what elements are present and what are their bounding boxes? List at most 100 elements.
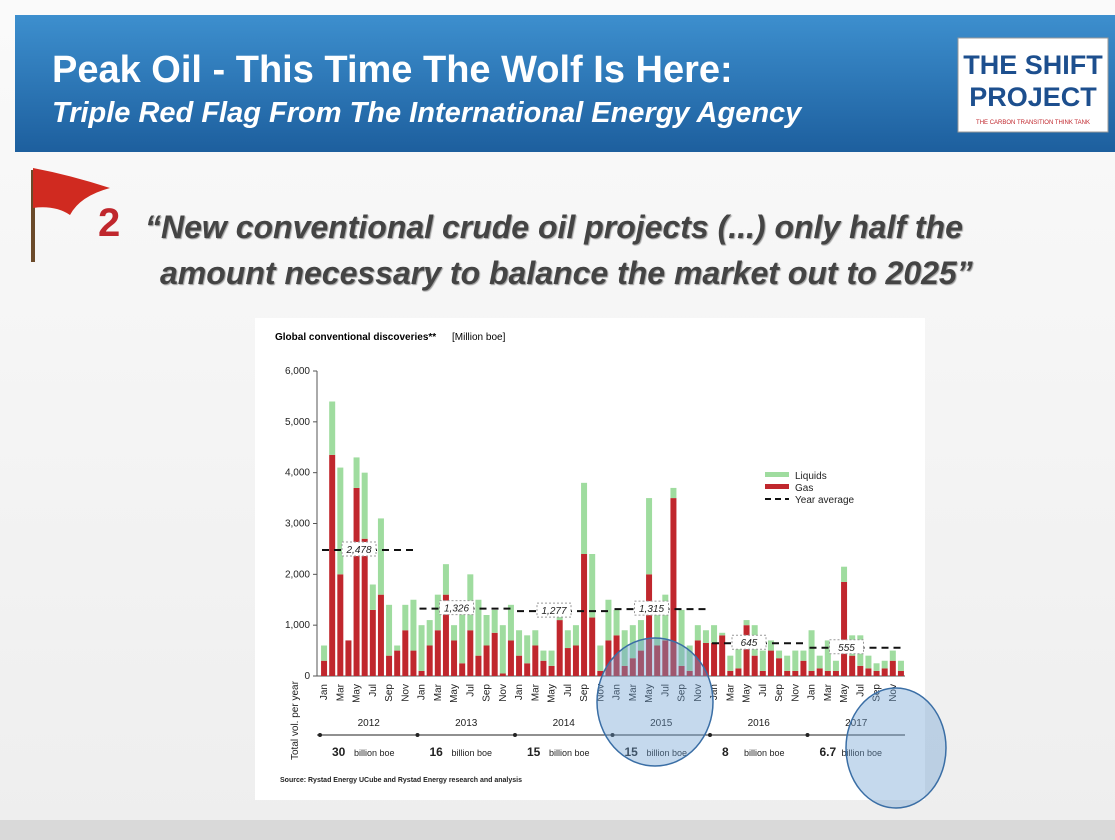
- bar-segment: [629, 625, 636, 659]
- highlight-circle: [596, 637, 714, 767]
- logo-tagline: THE CARBON TRANSITION THINK TANK: [976, 120, 1090, 126]
- bar-segment: [499, 625, 506, 674]
- x-tick-label: Nov: [693, 684, 704, 702]
- y-tick-label: 1,000: [285, 620, 310, 631]
- bar-segment: [581, 482, 588, 554]
- x-tick-label: Sep: [677, 684, 688, 702]
- bar-segment: [889, 650, 896, 661]
- annual-total: 16: [430, 745, 444, 759]
- bar-segment: [767, 640, 774, 651]
- x-tick-label: May: [547, 684, 558, 703]
- bar-segment: [442, 564, 449, 595]
- bar-segment: [897, 660, 904, 671]
- annual-total-unit: billion boe: [842, 748, 883, 758]
- annual-total-unit: billion boe: [549, 748, 590, 758]
- bar-segment: [451, 640, 458, 676]
- flag: [33, 168, 110, 215]
- chart-title: Global conventional discoveries**: [275, 332, 436, 343]
- bar-segment: [321, 660, 328, 676]
- x-tick-label: May: [839, 684, 850, 703]
- y-tick-label: 5,000: [285, 417, 310, 428]
- logo-text: THE SHIFT: [963, 50, 1103, 80]
- bar-segment: [361, 538, 368, 676]
- bar-segment: [694, 625, 701, 641]
- average-label: 1,277: [541, 606, 566, 617]
- bar-segment: [897, 670, 904, 676]
- bar-segment: [824, 640, 831, 671]
- bar-segment: [743, 625, 750, 676]
- bar-segment: [402, 630, 409, 676]
- bar-segment: [865, 655, 872, 669]
- bar-segment: [727, 655, 734, 671]
- bar-segment: [711, 625, 718, 643]
- bar-segment: [442, 594, 449, 676]
- bar-segment: [792, 650, 799, 671]
- x-tick-label: Mar: [433, 683, 444, 701]
- average-label: 555: [838, 643, 855, 654]
- bar-segment: [597, 645, 604, 671]
- x-tick-label: Jan: [807, 684, 818, 700]
- x-tick-label: May: [352, 684, 363, 703]
- bar-segment: [369, 584, 376, 610]
- bar-segment: [776, 650, 783, 659]
- year-label: 2012: [358, 718, 381, 729]
- bar-segment: [686, 670, 693, 676]
- year-label: 2016: [748, 718, 771, 729]
- bar-segment: [524, 663, 531, 676]
- y-tick-label: 3,000: [285, 519, 310, 530]
- x-tick-label: Sep: [774, 684, 785, 702]
- x-tick-label: Jan: [514, 684, 525, 700]
- bar-segment: [605, 640, 612, 676]
- bar-segment: [564, 630, 571, 649]
- annual-total-unit: billion boe: [354, 748, 395, 758]
- bar-segment: [637, 650, 644, 676]
- bar-segment: [572, 625, 579, 646]
- bar-segment: [670, 498, 677, 676]
- bar-segment: [670, 487, 677, 499]
- annual-total-unit: billion boe: [452, 748, 493, 758]
- bar-segment: [426, 620, 433, 646]
- bar-segment: [841, 581, 848, 676]
- logo: [957, 37, 1109, 133]
- bar-segment: [386, 604, 393, 656]
- x-tick-label: Jul: [758, 684, 769, 697]
- bar-segment: [532, 630, 539, 646]
- bar-segment: [792, 670, 799, 676]
- bar-segment: [386, 655, 393, 676]
- x-tick-label: Mar: [628, 683, 639, 701]
- x-tick-label: Sep: [579, 684, 590, 702]
- bar-segment: [646, 574, 653, 676]
- average-label-box: [731, 634, 767, 650]
- x-tick-label: Jul: [563, 684, 574, 697]
- bar-segment: [540, 660, 547, 676]
- bar-segment: [816, 668, 823, 676]
- bar-segment: [711, 642, 718, 676]
- bar-segment: [353, 457, 360, 488]
- bar-segment: [735, 640, 742, 669]
- bar-segment: [784, 670, 791, 676]
- bar-segment: [459, 609, 466, 664]
- bar-segment: [629, 658, 636, 676]
- bar-segment: [337, 574, 344, 676]
- bar-segment: [491, 609, 498, 633]
- x-tick-label: Jul: [660, 684, 671, 697]
- average-label-box: [536, 602, 572, 618]
- bar-segment: [735, 668, 742, 676]
- annual-total: 15: [527, 745, 541, 759]
- x-tick-label: Mar: [530, 683, 541, 701]
- bar-segment: [865, 668, 872, 676]
- bar-segment: [589, 617, 596, 676]
- year-label: 2013: [455, 718, 478, 729]
- bar-segment: [329, 401, 336, 455]
- average-label: 1,326: [444, 604, 469, 615]
- bar-segment: [524, 635, 531, 664]
- chart-unit: [Million boe]: [452, 332, 506, 343]
- average-label: 1,315: [639, 604, 664, 615]
- annual-total: 15: [625, 745, 639, 759]
- annual-total: 30: [332, 745, 346, 759]
- bar-segment: [369, 609, 376, 676]
- x-tick-label: Jul: [855, 684, 866, 697]
- x-tick-label: Jan: [612, 684, 623, 700]
